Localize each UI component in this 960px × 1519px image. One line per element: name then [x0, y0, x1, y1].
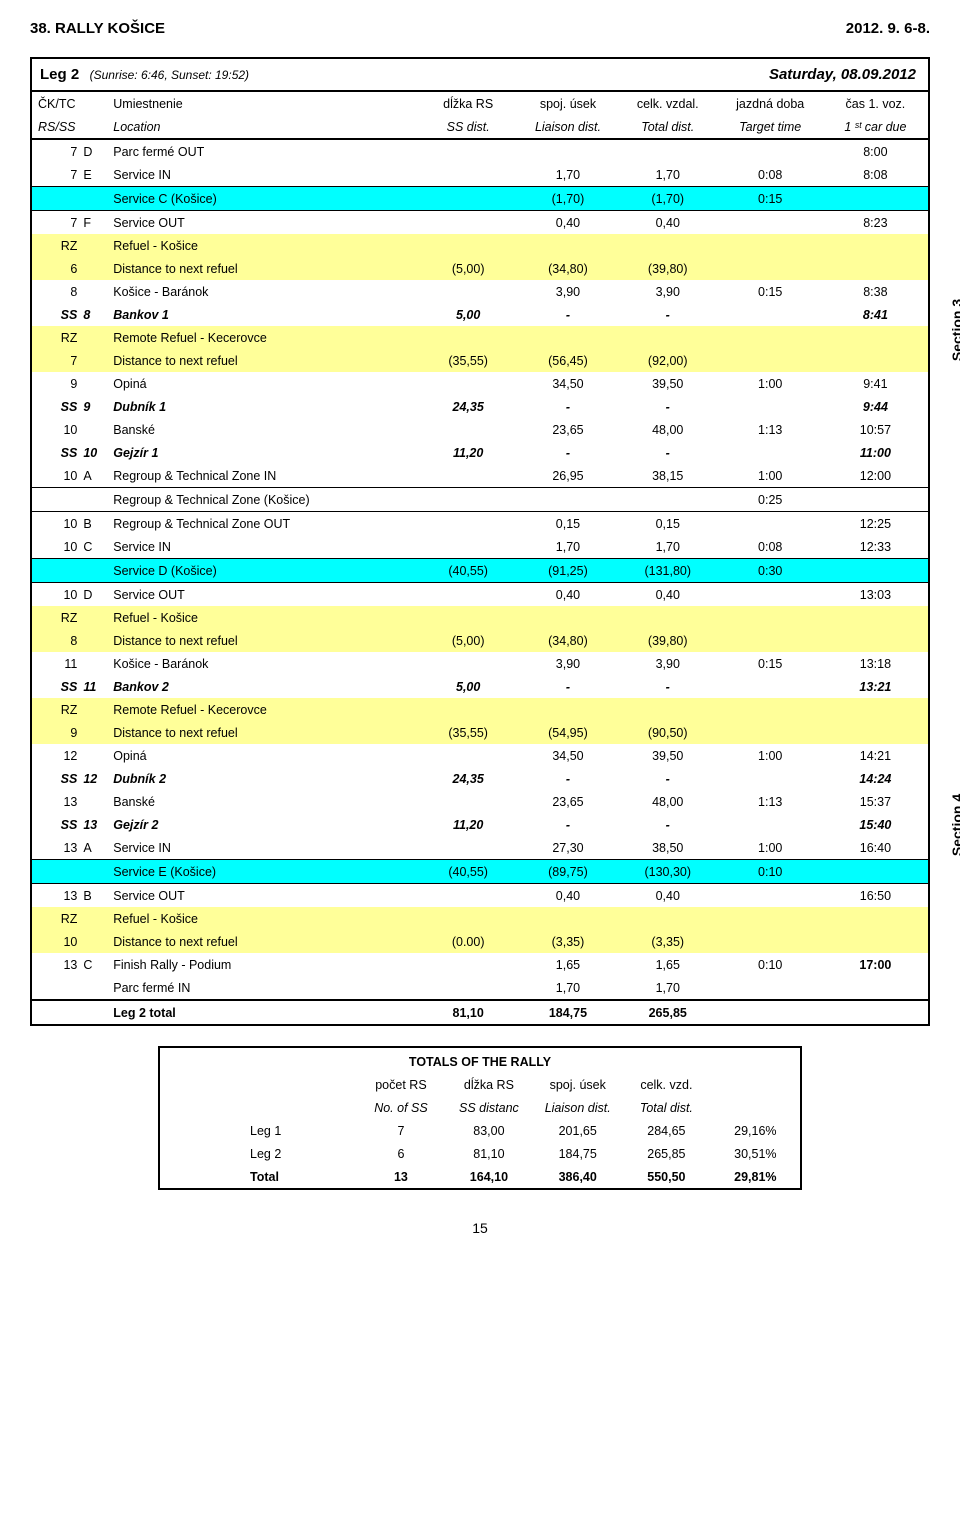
totals-row: Leg 1783,00201,65284,6529,16%: [160, 1119, 800, 1142]
table-row: 9Opiná34,5039,501:009:41: [32, 372, 928, 395]
table-row: 12Opiná34,5039,501:0014:21: [32, 744, 928, 767]
section-3-label: Section 3: [949, 299, 960, 361]
totals-row: Leg 2681,10184,75265,8530,51%: [160, 1142, 800, 1165]
table-row: Regroup & Technical Zone (Košice)0:25: [32, 488, 928, 512]
col-header-2: RS/SS Location SS dist. Liaison dist. To…: [32, 115, 928, 139]
table-row: SS12Dubník 224,35--14:24: [32, 767, 928, 790]
table-row: 10BRegroup & Technical Zone OUT0,150,151…: [32, 512, 928, 536]
leg-title-row: Leg 2 (Sunrise: 6:46, Sunset: 19:52) Sat…: [32, 59, 928, 91]
table-row: Parc fermé IN1,701,70: [32, 976, 928, 1000]
table-row: 8Košice - Baránok3,903,900:158:38: [32, 280, 928, 303]
table-row: 10CService IN1,701,700:0812:33: [32, 535, 928, 559]
table-row: SS8Bankov 15,00--8:41: [32, 303, 928, 326]
table-row: SS10Gejzír 111,20--11:00: [32, 441, 928, 464]
table-row: RZRefuel - Košice: [32, 606, 928, 629]
table-row: RZRefuel - Košice: [32, 907, 928, 930]
leg-sub: (Sunrise: 6:46, Sunset: 19:52): [90, 68, 249, 82]
table-row: SS11Bankov 25,00--13:21: [32, 675, 928, 698]
col-header-1: ČK/TC Umiestnenie dĺžka RS spoj. úsek ce…: [32, 91, 928, 115]
page-number: 15: [30, 1220, 930, 1236]
section-4-label: Section 4: [949, 794, 960, 856]
totals-box: TOTALS OF THE RALLY počet RS dĺžka RS sp…: [158, 1046, 802, 1190]
table-row: 10DService OUT0,400,4013:03: [32, 583, 928, 607]
table-row: 10Banské23,6548,001:1310:57: [32, 418, 928, 441]
table-row: Service D (Košice)(40,55)(91,25)(131,80)…: [32, 559, 928, 583]
totals-row: Total13164,10386,40550,5029,81%: [160, 1165, 800, 1188]
totals-header-2: No. of SS SS distanc Liaison dist. Total…: [160, 1096, 800, 1119]
header-left: 38. RALLY KOŠICE: [30, 20, 165, 37]
leg-date: Saturday, 08.09.2012: [769, 66, 916, 83]
table-row: 11Košice - Baránok3,903,900:1513:18: [32, 652, 928, 675]
table-row: 10ARegroup & Technical Zone IN26,9538,15…: [32, 464, 928, 488]
table-row: 10Distance to next refuel(0.00)(3,35)(3,…: [32, 930, 928, 953]
table-row: 8Distance to next refuel(5,00)(34,80)(39…: [32, 629, 928, 652]
table-row: Service E (Košice)(40,55)(89,75)(130,30)…: [32, 860, 928, 884]
table-row: SS9Dubník 124,35--9:44: [32, 395, 928, 418]
leg-title: Leg 2: [40, 66, 79, 83]
table-row: 7DParc fermé OUT8:00: [32, 139, 928, 163]
table-row: SS13Gejzír 211,20--15:40: [32, 813, 928, 836]
table-row: 13CFinish Rally - Podium1,651,650:1017:0…: [32, 953, 928, 976]
table-row: 13Banské23,6548,001:1315:37: [32, 790, 928, 813]
table-row: RZRemote Refuel - Kecerovce: [32, 698, 928, 721]
table-row: RZRemote Refuel - Kecerovce: [32, 326, 928, 349]
table-row: Service C (Košice)(1,70)(1,70)0:15: [32, 187, 928, 211]
main-table: Leg 2 (Sunrise: 6:46, Sunset: 19:52) Sat…: [32, 59, 928, 1024]
table-row: RZRefuel - Košice: [32, 234, 928, 257]
table-row: 13BService OUT0,400,4016:50: [32, 884, 928, 908]
table-row: 9Distance to next refuel(35,55)(54,95)(9…: [32, 721, 928, 744]
header-right: 2012. 9. 6-8.: [846, 20, 930, 37]
totals-header-1: počet RS dĺžka RS spoj. úsek celk. vzd.: [160, 1073, 800, 1096]
page-header: 38. RALLY KOŠICE 2012. 9. 6-8.: [30, 20, 930, 37]
table-row: 7FService OUT0,400,408:23: [32, 211, 928, 235]
table-row: 13AService IN27,3038,501:0016:40: [32, 836, 928, 860]
table-row: 7Distance to next refuel(35,55)(56,45)(9…: [32, 349, 928, 372]
table-row: 7EService IN1,701,700:088:08: [32, 163, 928, 187]
totals-title: TOTALS OF THE RALLY: [160, 1048, 800, 1073]
table-row: 6Distance to next refuel(5,00)(34,80)(39…: [32, 257, 928, 280]
table-row: Leg 2 total81,10184,75265,85: [32, 1000, 928, 1024]
main-box: Leg 2 (Sunrise: 6:46, Sunset: 19:52) Sat…: [30, 57, 930, 1026]
